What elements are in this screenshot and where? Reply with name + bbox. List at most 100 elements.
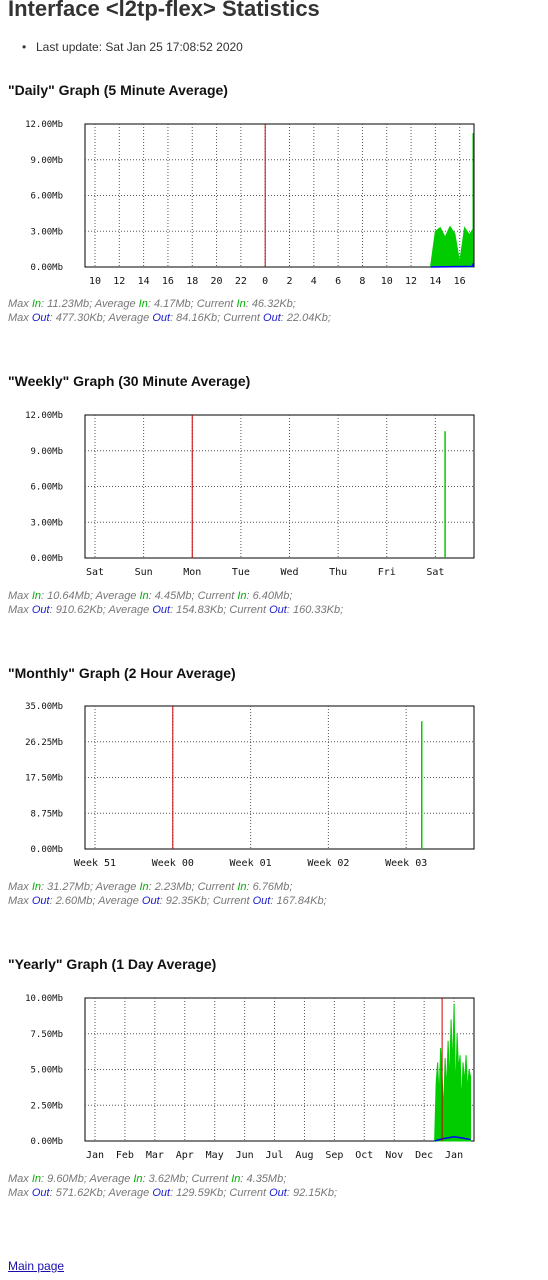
- y-tick-label: 26.25Mb: [25, 738, 63, 748]
- stats-out-text: Max: [8, 604, 32, 616]
- stats-in-text: : 31.27Mb; Average: [41, 881, 140, 893]
- x-tick-label: Sat: [426, 567, 444, 578]
- stats-out-label: Out: [141, 895, 160, 907]
- weekly-stats: Max In: 10.64Mb; Average In: 4.45Mb; Cur…: [8, 589, 343, 617]
- stats-out-line: Max Out: 910.62Kb; Average Out: 154.83Kb…: [8, 603, 343, 617]
- stats-out-label: Out: [152, 1187, 171, 1199]
- stats-in-text: : 9.60Mb; Average: [41, 1173, 134, 1185]
- stats-in-label: In: [138, 298, 148, 310]
- bullet-icon: •: [22, 40, 27, 54]
- x-tick-label: Aug: [295, 1150, 313, 1161]
- x-tick-label: Week 00: [152, 858, 194, 869]
- y-tick-label: 7.50Mb: [30, 1030, 63, 1040]
- y-tick-label: 10.00Mb: [25, 994, 63, 1004]
- stats-in-text: : 6.40Mb;: [246, 590, 293, 602]
- stats-out-text: Max: [8, 312, 32, 324]
- x-tick-label: 10: [89, 276, 101, 287]
- y-tick-label: 12.00Mb: [25, 120, 63, 130]
- stats-out-label: Out: [263, 312, 281, 324]
- stats-out-text: Max: [8, 1187, 32, 1199]
- stats-in-label: In: [139, 590, 149, 602]
- x-tick-label: 18: [186, 276, 198, 287]
- stats-out-label: Out: [152, 312, 171, 324]
- stats-out-text: : 571.62Kb; Average: [49, 1187, 153, 1199]
- x-tick-label: Week 02: [307, 858, 349, 869]
- yearly-graph: 10.00Mb 7.50Mb 5.00Mb 2.50Mb 0.00Mb Jan Feb Mar…: [25, 994, 475, 1161]
- stats-in-label: In: [237, 590, 247, 602]
- stats-out-text: : 92.35Kb; Current: [159, 895, 253, 907]
- x-tick-label: Jan: [445, 1150, 463, 1161]
- stats-out-text: Max: [8, 895, 32, 907]
- last-update: • Last update: Sat Jan 25 17:08:52 2020: [22, 40, 243, 54]
- last-update-text: Last update: Sat Jan 25 17:08:52 2020: [36, 40, 243, 54]
- series-out-line: [434, 1135, 471, 1142]
- stats-out-text: : 22.04Kb;: [280, 312, 331, 324]
- stats-in-text: Max: [8, 590, 32, 602]
- x-tick-label: 6: [335, 276, 341, 287]
- x-tick-label: Thu: [329, 567, 347, 578]
- stats-in-label: In: [31, 590, 42, 602]
- y-tick-label: 12.00Mb: [25, 411, 63, 421]
- x-tick-label: May: [206, 1150, 224, 1161]
- stats-out-label: Out: [31, 604, 50, 616]
- x-tick-label: Dec: [415, 1150, 433, 1161]
- x-tick-label: Feb: [116, 1150, 134, 1161]
- stats-in-text: : 10.64Mb; Average: [41, 590, 140, 602]
- stats-in-text: Max: [8, 298, 32, 310]
- stats-out-text: : 92.15Kb;: [286, 1187, 338, 1199]
- stats-in-label: In: [236, 298, 246, 310]
- y-tick-label: 0.00Mb: [30, 554, 63, 564]
- stats-in-text: : 2.23Mb; Current: [148, 881, 238, 893]
- stats-out-line: Max Out: 477.30Kb; Average Out: 84.16Kb;…: [8, 311, 331, 325]
- x-tick-label: Apr: [176, 1150, 194, 1161]
- x-tick-label: Oct: [355, 1150, 373, 1161]
- stats-in-line: Max In: 10.64Mb; Average In: 4.45Mb; Cur…: [8, 589, 343, 603]
- x-tick-label: 4: [311, 276, 317, 287]
- x-tick-label: Sun: [135, 567, 153, 578]
- stats-in-text: : 4.45Mb; Current: [148, 590, 238, 602]
- stats-out-label: Out: [31, 312, 50, 324]
- x-tick-label: 22: [235, 276, 247, 287]
- x-tick-label: Week 03: [385, 858, 427, 869]
- weekly-graph: 12.00Mb 9.00Mb 6.00Mb 3.00Mb 0.00Mb Sat Sun Mon…: [25, 411, 475, 578]
- stats-in-label: In: [31, 881, 42, 893]
- y-tick-label: 17.50Mb: [25, 774, 63, 784]
- stats-in-label: In: [31, 1173, 42, 1185]
- y-tick-label: 9.00Mb: [30, 447, 63, 457]
- y-tick-label: 0.00Mb: [30, 1137, 63, 1147]
- stats-out-label: Out: [31, 1187, 50, 1199]
- x-tick-label: Week 01: [230, 858, 272, 869]
- daily-graph: 12.00Mb 9.00Mb 6.00Mb 3.00Mb 0.00Mb 10 12 14 16 1…: [25, 120, 475, 287]
- x-tick-label: Sat: [86, 567, 104, 578]
- x-tick-label: Jun: [236, 1150, 254, 1161]
- x-tick-label: 2: [286, 276, 292, 287]
- stats-in-label: In: [139, 881, 149, 893]
- x-tick-label: Jul: [266, 1150, 284, 1161]
- stats-out-text: : 129.59Kb; Current: [170, 1187, 270, 1199]
- x-tick-label: 14: [138, 276, 150, 287]
- stats-out-text: : 910.62Kb; Average: [49, 604, 153, 616]
- stats-out-text: : 167.84Kb;: [270, 895, 327, 907]
- x-tick-label: 20: [211, 276, 223, 287]
- x-tick-label: Jan: [86, 1150, 104, 1161]
- y-tick-label: 0.00Mb: [30, 263, 63, 273]
- stats-in-label: In: [231, 1173, 241, 1185]
- x-tick-label: Sep: [325, 1150, 343, 1161]
- x-tick-label: Week 51: [74, 858, 116, 869]
- daily-graph-title: "Daily" Graph (5 Minute Average): [8, 82, 228, 98]
- stats-out-line: Max Out: 571.62Kb; Average Out: 129.59Kb…: [8, 1186, 337, 1200]
- stats-out-text: : 154.83Kb; Current: [170, 604, 270, 616]
- stats-out-line: Max Out: 2.60Mb; Average Out: 92.35Kb; C…: [8, 894, 327, 908]
- series-in-area: [434, 1003, 472, 1142]
- series-in-area: [429, 133, 474, 268]
- stats-out-label: Out: [152, 604, 171, 616]
- weekly-graph-title: "Weekly" Graph (30 Minute Average): [8, 373, 251, 389]
- x-tick-label: Nov: [385, 1150, 403, 1161]
- series-out-line: [430, 263, 474, 268]
- stats-in-text: : 4.17Mb; Current: [147, 298, 237, 310]
- x-tick-label: Wed: [280, 567, 298, 578]
- x-tick-label: 12: [113, 276, 125, 287]
- x-tick-label: 12: [405, 276, 417, 287]
- stats-out-label: Out: [269, 1187, 287, 1199]
- main-page-link[interactable]: Main page: [8, 1259, 65, 1273]
